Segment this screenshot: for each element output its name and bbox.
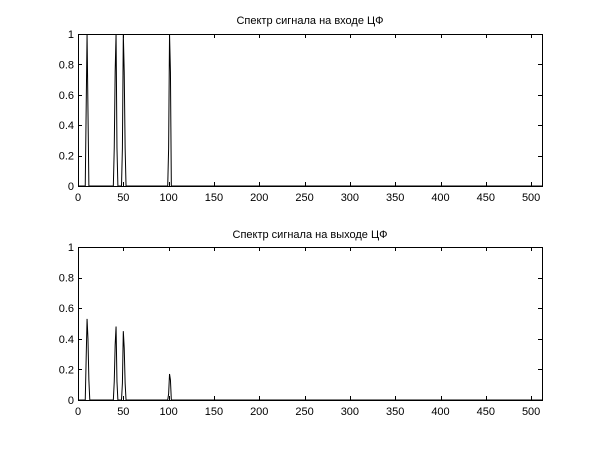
output-spectrum-xtick-label: 350: [386, 406, 404, 418]
input-spectrum-xtick-label: 500: [522, 192, 540, 204]
input-spectrum-plot: Спектр сигнала на входе ЦФ 0 50 100 150 200 2…: [59, 15, 543, 204]
input-spectrum-xtick-label: 100: [159, 192, 177, 204]
output-spectrum-axes-box: [78, 247, 543, 401]
output-spectrum-xtick-label: 400: [431, 406, 449, 418]
output-spectrum-xtick-label: 150: [205, 406, 223, 418]
input-spectrum-ytick-label: 0.6: [59, 90, 74, 102]
input-spectrum-xtick-label: 300: [341, 192, 359, 204]
input-spectrum-xtick-label: 250: [295, 192, 313, 204]
input-spectrum-series-line: [78, 33, 542, 187]
output-spectrum-xtick-label: 500: [522, 406, 540, 418]
output-spectrum-title: Спектр сигнала на выходе ЦФ: [233, 229, 388, 241]
output-spectrum-xtick-label: 0: [75, 406, 81, 418]
input-spectrum-xtick-label: 150: [205, 192, 223, 204]
output-spectrum-xtick-label: 200: [250, 406, 268, 418]
input-spectrum-xtick-label: 400: [431, 192, 449, 204]
input-spectrum-xtick-label: 350: [386, 192, 404, 204]
output-spectrum-xtick-label: 300: [341, 406, 359, 418]
output-spectrum-xtick-label: 250: [295, 406, 313, 418]
input-spectrum-y-axis: 0 0.2 0.4 0.6 0.8 1: [59, 29, 542, 193]
output-spectrum-y-axis: 0 0.2 0.4 0.6 0.8 1: [59, 242, 542, 407]
output-spectrum-series-line: [78, 318, 542, 401]
input-spectrum-xtick-label: 0: [75, 192, 81, 204]
input-spectrum-ytick-label: 0.4: [59, 120, 74, 132]
output-spectrum-xtick-label: 100: [159, 406, 177, 418]
input-spectrum-ytick-label: 0.2: [59, 151, 74, 163]
input-spectrum-ytick-label: 0: [68, 181, 74, 193]
output-spectrum-plot: Спектр сигнала на выходе ЦФ 0 50 100 150 200…: [59, 229, 543, 418]
output-spectrum-ytick-label: 0.4: [59, 334, 74, 346]
output-spectrum-xtick-label: 50: [117, 406, 129, 418]
input-spectrum-title: Спектр сигнала на входе ЦФ: [236, 15, 383, 27]
input-spectrum-xtick-label: 450: [477, 192, 495, 204]
output-spectrum-ytick-label: 0.8: [59, 273, 74, 285]
output-spectrum-ytick-label: 0.6: [59, 303, 74, 315]
input-spectrum-xtick-label: 50: [117, 192, 129, 204]
input-spectrum-xtick-label: 200: [250, 192, 268, 204]
input-spectrum-x-axis: 0 50 100 150 200 250 300 350 400 450 500: [75, 34, 540, 204]
output-spectrum-ytick-label: 1: [68, 242, 74, 254]
output-spectrum-ytick-label: 0: [68, 395, 74, 407]
input-spectrum-ytick-label: 1: [68, 29, 74, 41]
input-spectrum-axes-box: [78, 34, 543, 187]
input-spectrum-ytick-label: 0.8: [59, 59, 74, 71]
output-spectrum-x-axis: 0 50 100 150 200 250 300 350 400 450 500: [75, 247, 540, 418]
output-spectrum-xtick-label: 450: [477, 406, 495, 418]
output-spectrum-ytick-label: 0.2: [59, 364, 74, 376]
